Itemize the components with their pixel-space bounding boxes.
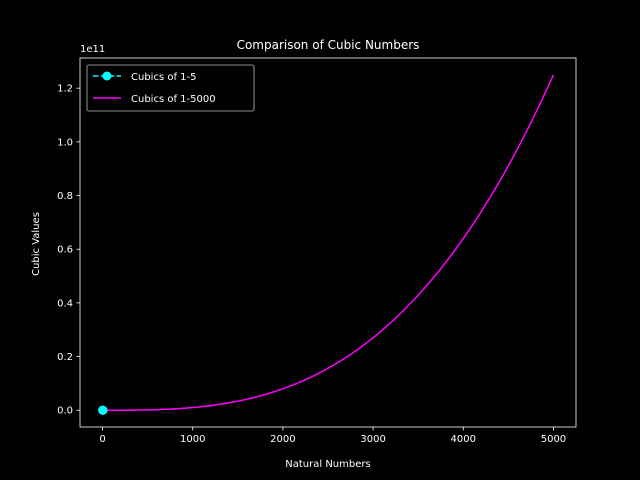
x-tick-label: 2000 <box>270 434 295 445</box>
y-tick-label: 0.4 <box>57 298 73 309</box>
y-tick-label: 1.2 <box>57 84 73 95</box>
legend-frame <box>86 64 255 112</box>
series-layer <box>98 74 555 415</box>
data-point-cubics-1-5 <box>98 405 108 415</box>
series-line-cubics-1-5000 <box>102 74 555 411</box>
x-tick-label: 0 <box>99 434 105 445</box>
legend-label-cubics-1-5000: Cubics of 1-5000 <box>131 94 216 105</box>
x-tick-label: 1000 <box>180 434 205 445</box>
chart-title: Comparison of Cubic Numbers <box>237 38 420 52</box>
legend: Cubics of 1-5 Cubics of 1-5000 <box>86 64 255 112</box>
x-tick-label: 4000 <box>451 434 476 445</box>
y-tick-label: 0.2 <box>57 352 73 363</box>
legend-label-cubics-1-5: Cubics of 1-5 <box>131 72 196 83</box>
y-tick-label: 0.8 <box>57 191 73 202</box>
y-tick-label: 0.0 <box>57 406 73 417</box>
y-tick-label: 0.6 <box>57 245 73 256</box>
x-tick-label: 5000 <box>541 434 566 445</box>
plot-frame <box>79 57 577 428</box>
x-axis-label: Natural Numbers <box>285 459 370 470</box>
y-axis-label: Cubic Values <box>31 212 42 276</box>
x-axis-ticks: 0 1000 2000 3000 4000 5000 <box>99 427 566 445</box>
y-axis-ticks: 0.0 0.2 0.4 0.6 0.8 1.0 1.2 <box>57 84 80 417</box>
legend-marker-cubics-1-5 <box>102 71 112 81</box>
y-offset-text: 1e11 <box>80 44 105 55</box>
plot-area <box>79 57 577 428</box>
y-tick-label: 1.0 <box>57 137 73 148</box>
x-tick-label: 3000 <box>360 434 385 445</box>
